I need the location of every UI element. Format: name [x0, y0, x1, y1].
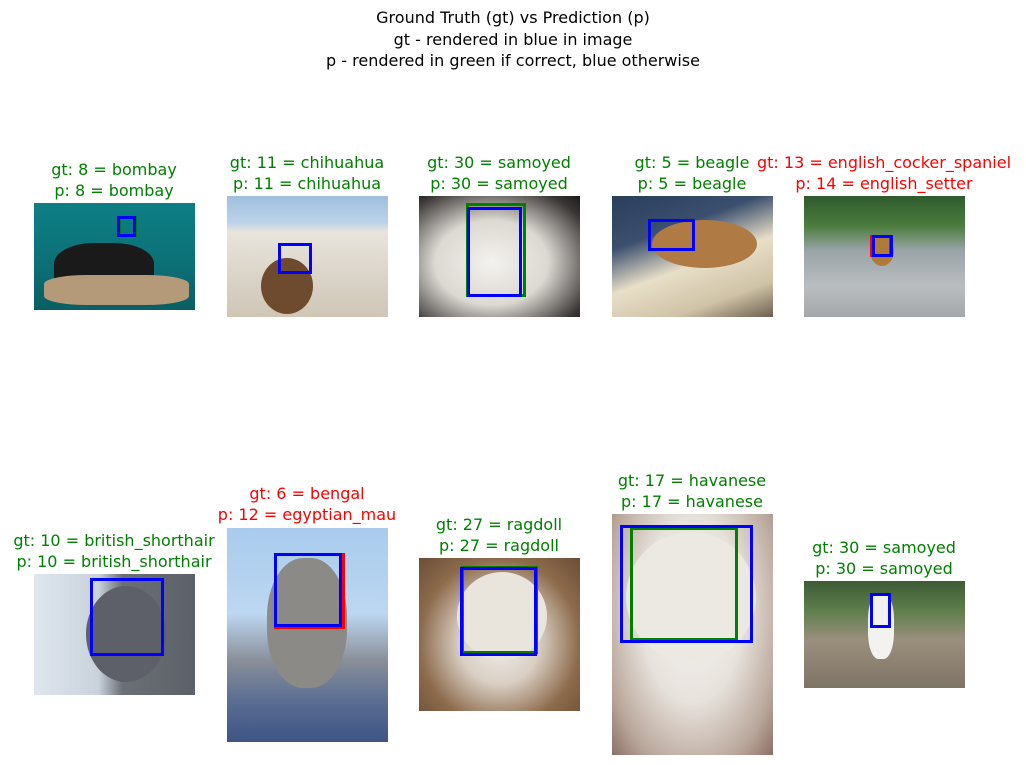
pred-label: p: 5 = beagle	[637, 174, 747, 193]
gt-box	[620, 525, 753, 643]
sample-image	[804, 581, 965, 688]
sample-image	[419, 196, 580, 317]
gt-label: gt: 11 = chihuahua	[229, 153, 385, 172]
gt-label: gt: 10 = british_shorthair	[13, 531, 215, 550]
gt-label: gt: 8 = bombay	[51, 160, 177, 179]
sample-image	[419, 558, 580, 711]
pred-label: p: 30 = samoyed	[430, 174, 568, 193]
pred-label: p: 10 = british_shorthair	[16, 552, 212, 571]
gt-label: gt: 27 = ragdoll	[435, 515, 563, 534]
gt-box	[870, 593, 891, 628]
gt-label: gt: 30 = samoyed	[427, 153, 571, 172]
gt-box	[872, 235, 893, 257]
gt-box	[278, 243, 312, 274]
gt-label: gt: 5 = beagle	[634, 153, 750, 172]
sample-image	[227, 528, 388, 742]
gt-box	[460, 567, 537, 656]
gt-label: gt: 13 = english_cocker_spaniel	[756, 153, 1012, 172]
pred-label: p: 14 = english_setter	[795, 174, 973, 193]
pred-label: p: 8 = bombay	[54, 181, 174, 200]
gt-box	[648, 219, 695, 251]
pred-label: p: 12 = egyptian_mau	[217, 505, 397, 524]
gt-box	[117, 216, 136, 237]
gt-label: gt: 17 = havanese	[617, 471, 767, 490]
pred-box	[630, 527, 738, 641]
sample-image	[227, 196, 388, 317]
sample-image	[804, 196, 965, 317]
pred-label: p: 27 = ragdoll	[439, 536, 559, 555]
gt-box	[467, 207, 522, 297]
sample-image	[612, 196, 773, 317]
figure-subtitle-gt: gt - rendered in blue in image	[393, 30, 633, 49]
sample-image	[612, 514, 773, 755]
gt-label: gt: 6 = bengal	[249, 484, 365, 503]
gt-box	[90, 578, 164, 656]
pred-label: p: 11 = chihuahua	[232, 174, 382, 193]
sample-image	[34, 203, 195, 310]
sample-image	[34, 574, 195, 695]
gt-box	[274, 553, 342, 627]
figure-title: Ground Truth (gt) vs Prediction (p)	[376, 8, 650, 27]
figure-subtitle-p: p - rendered in green if correct, blue o…	[326, 51, 700, 70]
pred-label: p: 17 = havanese	[621, 492, 763, 511]
gt-label: gt: 30 = samoyed	[812, 538, 956, 557]
pred-label: p: 30 = samoyed	[815, 559, 953, 578]
